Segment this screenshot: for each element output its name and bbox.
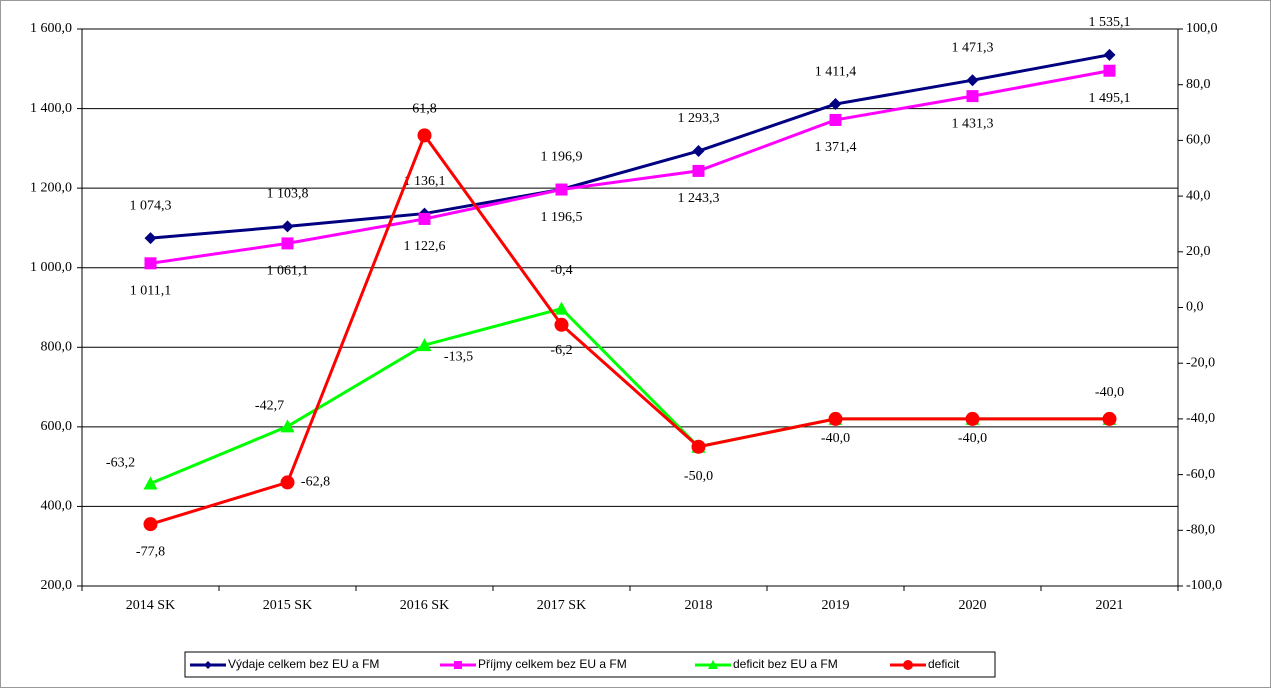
series-line (150, 132, 1110, 526)
point-marker (828, 411, 843, 426)
y-tick-label: 1 400,0 (30, 101, 72, 116)
point-marker (965, 411, 980, 426)
data-label: -40,0 (958, 431, 987, 446)
point-marker (555, 183, 568, 196)
data-label: 1 074,3 (130, 198, 172, 213)
y-tick-label: 200,0 (41, 578, 73, 593)
data-label: -13,5 (444, 349, 473, 364)
point-marker (692, 164, 705, 177)
point-marker (1103, 48, 1116, 61)
point-marker (144, 232, 157, 245)
point-marker (144, 257, 157, 270)
data-label: 1 371,4 (815, 140, 857, 155)
data-label: -42,7 (255, 399, 284, 414)
y-tick-label: 1 600,0 (30, 21, 72, 36)
series-line (150, 69, 1110, 265)
data-label: 1 243,3 (678, 191, 720, 206)
legend-label: Výdaje celkem bez EU a FM (228, 657, 379, 671)
point-marker (829, 98, 842, 111)
x-tick-label: 2016 SK (400, 598, 449, 613)
x-tick-label: 2019 (822, 598, 850, 613)
data-label: -0,4 (550, 263, 572, 278)
x-tick-label: 2020 (959, 598, 987, 613)
legend-marker (903, 660, 913, 670)
y2-tick-label: 60,0 (1186, 133, 1211, 148)
y-tick-label: 600,0 (41, 419, 73, 434)
y2-tick-label: 20,0 (1186, 244, 1211, 259)
data-label: 1 196,9 (541, 150, 583, 165)
data-label: 1 122,6 (404, 239, 446, 254)
x-tick-label: 2021 (1096, 598, 1124, 613)
point-marker (143, 476, 158, 490)
point-marker (554, 301, 569, 315)
y-tick-label: 1 000,0 (30, 260, 72, 275)
data-label: 1 471,3 (952, 40, 994, 55)
data-label: -63,2 (106, 456, 135, 471)
point-marker (966, 90, 979, 103)
data-label: -40,0 (1095, 385, 1124, 400)
legend-marker (204, 661, 212, 669)
data-label: 1 103,8 (267, 187, 309, 202)
x-tick-label: 2017 SK (537, 598, 586, 613)
y2-tick-label: 80,0 (1186, 77, 1211, 92)
data-label: -40,0 (821, 431, 850, 446)
series-line (150, 53, 1110, 240)
y2-tick-label: 40,0 (1186, 188, 1211, 203)
y2-tick-label: -80,0 (1186, 523, 1215, 538)
point-marker (554, 317, 569, 332)
legend-marker (454, 661, 462, 669)
point-marker (418, 212, 431, 225)
point-marker (692, 145, 705, 158)
y2-tick-label: -20,0 (1186, 355, 1215, 370)
point-marker (280, 475, 295, 490)
point-marker (280, 419, 295, 433)
legend-label: Příjmy celkem bez EU a FM (478, 657, 627, 671)
data-label: -6,2 (550, 343, 572, 358)
data-label: 1 431,3 (952, 116, 994, 131)
legend-marker (708, 660, 718, 669)
point-marker (1102, 411, 1117, 426)
y2-tick-label: -60,0 (1186, 467, 1215, 482)
data-label: -50,0 (684, 469, 713, 484)
data-label: 1 136,1 (404, 174, 446, 189)
data-label: 61,8 (412, 102, 437, 117)
data-label: 1 535,1 (1089, 15, 1131, 30)
point-marker (417, 128, 432, 143)
point-marker (691, 439, 706, 454)
legend-label: deficit bez EU a FM (733, 657, 838, 671)
data-label: -77,8 (136, 544, 165, 559)
data-label: 1 495,1 (1089, 91, 1131, 106)
y-tick-label: 1 200,0 (30, 180, 72, 195)
y-tick-label: 800,0 (41, 340, 73, 355)
point-marker (417, 338, 432, 352)
legend-box (184, 651, 996, 678)
point-marker (966, 74, 979, 87)
y2-tick-label: -40,0 (1186, 411, 1215, 426)
y-tick-label: 400,0 (41, 499, 73, 514)
legend-label: deficit (928, 657, 960, 671)
point-marker (1103, 64, 1116, 77)
y2-tick-label: -100,0 (1186, 578, 1222, 593)
point-marker (281, 237, 294, 250)
data-label: -62,8 (301, 475, 330, 490)
x-tick-label: 2015 SK (263, 598, 312, 613)
x-tick-label: 2014 SK (126, 598, 175, 613)
data-label: 1 196,5 (541, 210, 583, 225)
x-tick-label: 2018 (685, 598, 713, 613)
y2-tick-label: 0,0 (1186, 300, 1204, 315)
y2-tick-label: 100,0 (1186, 21, 1218, 36)
data-label: 1 293,3 (678, 111, 720, 126)
data-label: 1 011,1 (130, 284, 171, 299)
point-marker (829, 113, 842, 126)
data-label: 1 411,4 (815, 64, 856, 79)
point-marker (143, 517, 158, 532)
data-label: 1 061,1 (267, 264, 309, 279)
point-marker (281, 220, 294, 233)
